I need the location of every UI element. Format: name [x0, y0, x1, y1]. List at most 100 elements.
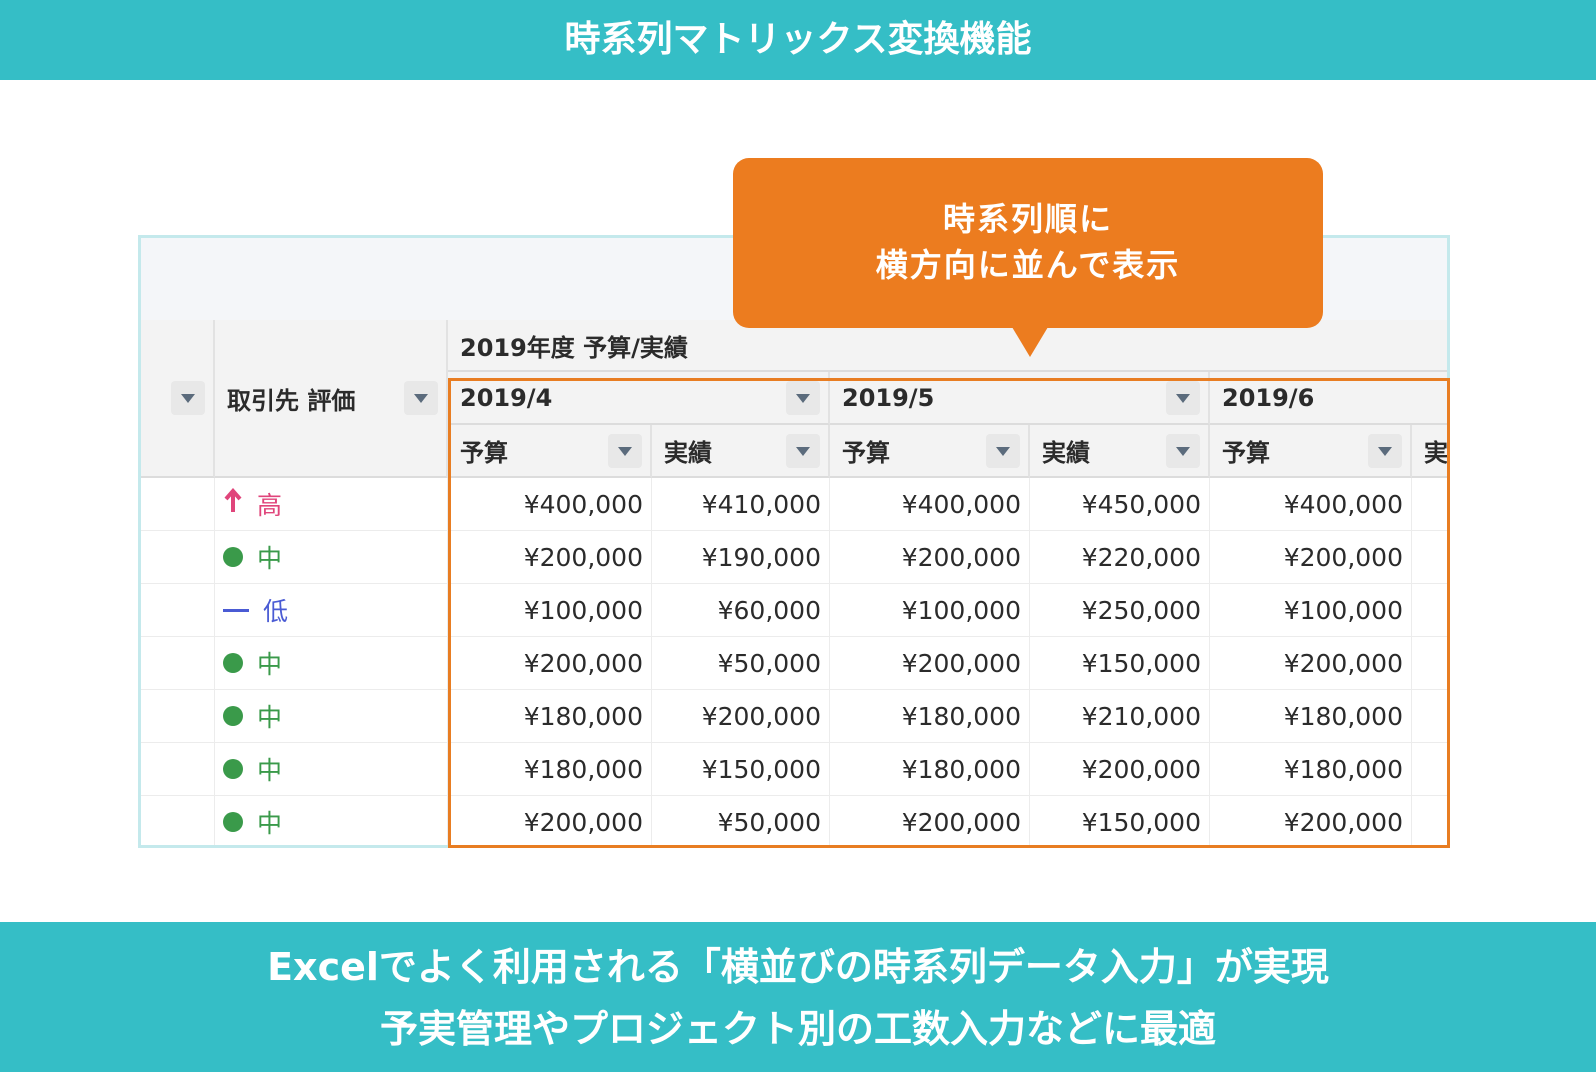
callout-pointer [1012, 327, 1048, 357]
sub-header: 実績 [1030, 425, 1210, 478]
value-cell-text: ¥150,000 [701, 754, 821, 784]
value-cell-text: ¥60,000 [717, 595, 821, 625]
value-cell: ¥190,000 [652, 531, 830, 584]
value-cell: ¥410,000 [652, 478, 830, 531]
group-header-text: 2019年度 予算/実績 [460, 333, 688, 362]
column-header: 取引先 評価 [215, 320, 448, 478]
value-cell-text: ¥200,000 [523, 542, 643, 572]
sub-header-text: 予算 [460, 439, 508, 467]
value-cell-text: ¥200,000 [1081, 754, 1201, 784]
value-cell-text: ¥450,000 [1081, 489, 1201, 519]
dropdown-button[interactable] [404, 381, 438, 415]
sub-header-text: 予算 [842, 439, 890, 467]
row-cell [141, 690, 215, 743]
value-cell-text: ¥190,000 [701, 542, 821, 572]
value-cell: ¥200,000 [1210, 637, 1412, 690]
dropdown-button[interactable] [986, 433, 1020, 468]
value-cell: ¥180,000 [1210, 690, 1412, 743]
value-cell-text: ¥180,000 [523, 754, 643, 784]
column-header-text: 取引先 評価 [227, 386, 356, 415]
dropdown-button[interactable] [786, 433, 820, 468]
value-cell-text: ¥400,000 [901, 489, 1021, 519]
value-cell-text: ¥250,000 [1081, 595, 1201, 625]
value-cell-text: ¥180,000 [1283, 701, 1403, 731]
value-cell-text: ¥150,000 [1081, 648, 1201, 678]
value-cell-text: ¥100,000 [901, 595, 1021, 625]
value-cell-text: ¥210,000 [1081, 701, 1201, 731]
value-cell [1412, 584, 1447, 637]
month-header-text: 2019/4 [460, 383, 553, 412]
rating-cell: 中 [215, 531, 448, 584]
column-header [141, 320, 215, 478]
value-cell: ¥400,000 [830, 478, 1030, 531]
value-cell: ¥200,000 [830, 637, 1030, 690]
row-cell [141, 531, 215, 584]
rating-icon [223, 487, 243, 520]
rating-label: 中 [257, 809, 283, 838]
footer: Excelでよく利用される「横並びの時系列データ入力」が実現 予実管理やプロジェ… [0, 922, 1596, 1072]
dropdown-button[interactable] [1166, 380, 1200, 415]
value-cell-text: ¥180,000 [1283, 754, 1403, 784]
row-cell [141, 478, 215, 531]
rating-cell: 低 [215, 584, 448, 637]
value-cell-text: ¥180,000 [523, 701, 643, 731]
value-cell-text: ¥200,000 [901, 542, 1021, 572]
table-frame: 取引先 評価 2019年度 予算/実績 2019/4 予算 実績 2019/5 予算 実績 20… [138, 235, 1450, 848]
value-cell-text: ¥410,000 [701, 489, 821, 519]
value-cell: ¥180,000 [830, 743, 1030, 796]
value-cell: ¥100,000 [448, 584, 652, 637]
rating-label: 中 [257, 703, 283, 732]
sub-header-text: 実績 [1424, 439, 1448, 467]
row-cell [141, 637, 215, 690]
month-header-text: 2019/5 [842, 383, 935, 412]
callout: 時系列順に 横方向に並んで表示 [733, 158, 1323, 328]
value-cell: ¥150,000 [1030, 637, 1210, 690]
value-cell: ¥180,000 [830, 690, 1030, 743]
dropdown-button[interactable] [171, 381, 205, 415]
rating-icon [223, 653, 243, 673]
value-cell-text: ¥200,000 [523, 648, 643, 678]
dropdown-button[interactable] [786, 380, 820, 415]
value-cell: ¥200,000 [1210, 796, 1412, 845]
value-cell-text: ¥180,000 [901, 701, 1021, 731]
value-cell-text: ¥200,000 [1283, 807, 1403, 837]
value-cell-text: ¥400,000 [1283, 489, 1403, 519]
value-cell-text: ¥50,000 [717, 648, 821, 678]
rating-icon [223, 547, 243, 567]
dropdown-button[interactable] [1368, 433, 1402, 468]
value-cell: ¥60,000 [652, 584, 830, 637]
value-cell-text: ¥220,000 [1081, 542, 1201, 572]
rating-label: 低 [263, 597, 289, 626]
value-cell-text: ¥180,000 [901, 754, 1021, 784]
value-cell [1412, 531, 1447, 584]
sub-header-text: 予算 [1222, 439, 1270, 467]
value-cell-text: ¥200,000 [901, 807, 1021, 837]
highlight-box [448, 378, 1450, 848]
value-cell [1412, 637, 1447, 690]
value-cell-text: ¥100,000 [523, 595, 643, 625]
rating-label: 中 [257, 756, 283, 785]
value-cell: ¥180,000 [448, 743, 652, 796]
value-cell: ¥150,000 [1030, 796, 1210, 845]
value-cell: ¥450,000 [1030, 478, 1210, 531]
callout-line: 横方向に並んで表示 [875, 246, 1181, 284]
footer-line: 予実管理やプロジェクト別の工数入力などに最適 [379, 1007, 1216, 1051]
row-cell [141, 796, 215, 845]
value-cell: ¥400,000 [1210, 478, 1412, 531]
rating-icon [223, 608, 249, 612]
sub-header: 予算 [448, 425, 652, 478]
callout-line: 時系列順に [942, 200, 1113, 238]
value-cell [1412, 690, 1447, 743]
rating-cell: 中 [215, 796, 448, 845]
value-cell-text: ¥100,000 [1283, 595, 1403, 625]
value-cell: ¥50,000 [652, 637, 830, 690]
dropdown-button[interactable] [1166, 433, 1200, 468]
value-cell [1412, 478, 1447, 531]
value-cell-text: ¥200,000 [901, 648, 1021, 678]
dropdown-button[interactable] [608, 433, 642, 468]
value-cell: ¥200,000 [448, 531, 652, 584]
rating-icon [223, 812, 243, 832]
footer-line: Excelでよく利用される「横並びの時系列データ入力」が実現 [267, 945, 1329, 989]
value-cell-text: ¥150,000 [1081, 807, 1201, 837]
